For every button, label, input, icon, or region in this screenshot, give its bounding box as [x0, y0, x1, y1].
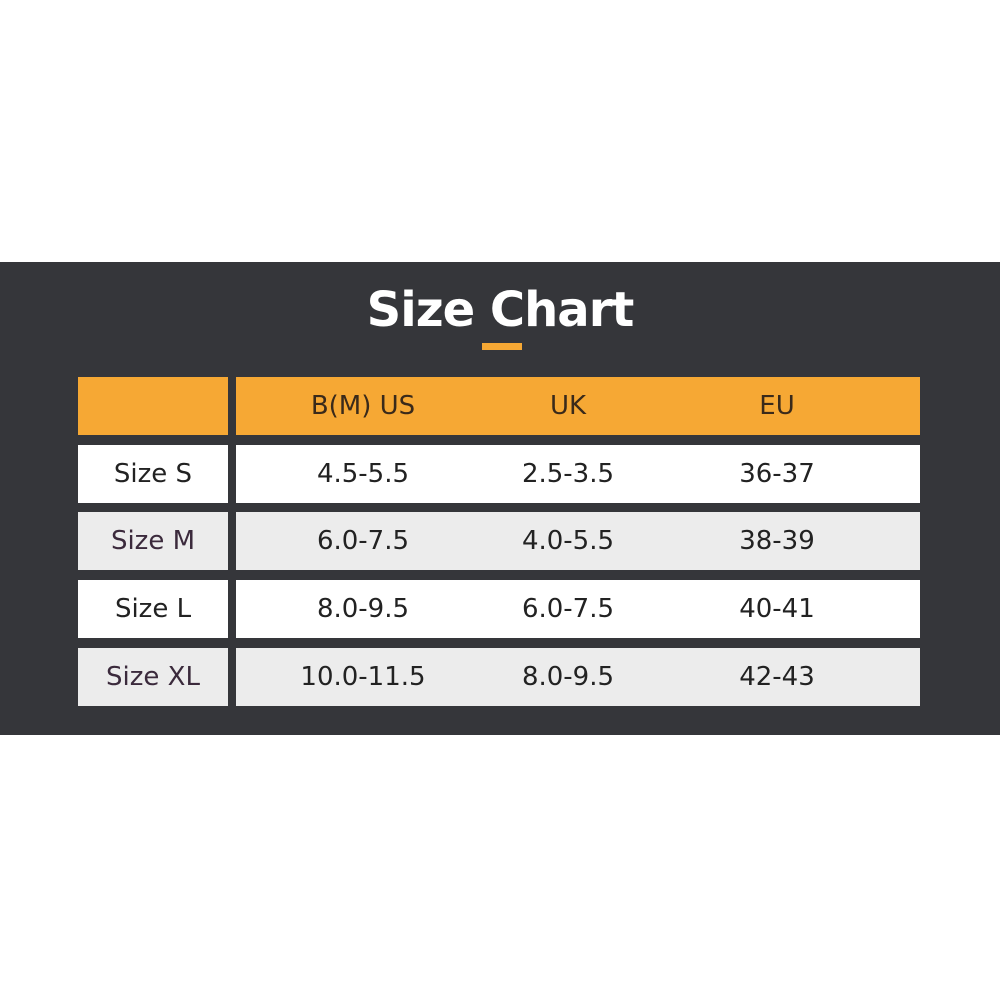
eu-value: 38-39: [739, 526, 815, 556]
us-value: 6.0-7.5: [316, 526, 410, 556]
eu-value: 40-41: [739, 594, 815, 624]
header-uk: UK: [549, 391, 587, 421]
size-label: Size XL: [78, 648, 228, 706]
header-empty-cell: [78, 377, 228, 435]
size-label: Size L: [78, 580, 228, 638]
header-eu: EU: [759, 391, 795, 421]
eu-value: 36-37: [739, 459, 815, 489]
table-row: 6.0-7.5 4.0-5.5 38-39: [236, 512, 920, 570]
uk-value: 2.5-3.5: [521, 459, 615, 489]
size-label: Size M: [78, 512, 228, 570]
header-us: B(M) US: [310, 391, 416, 421]
eu-value: 42-43: [739, 662, 815, 692]
uk-value: 8.0-9.5: [521, 662, 615, 692]
page-title: Size Chart: [366, 282, 635, 338]
table-row: 4.5-5.5 2.5-3.5 36-37: [236, 445, 920, 503]
us-value: 4.5-5.5: [316, 459, 410, 489]
title-underline: [482, 343, 522, 350]
uk-value: 6.0-7.5: [521, 594, 615, 624]
uk-value: 4.0-5.5: [521, 526, 615, 556]
size-label: Size S: [78, 445, 228, 503]
us-value: 8.0-9.5: [316, 594, 410, 624]
header-row: B(M) US UK EU: [236, 377, 920, 435]
table-row: 8.0-9.5 6.0-7.5 40-41: [236, 580, 920, 638]
us-value: 10.0-11.5: [300, 662, 426, 692]
table-row: 10.0-11.5 8.0-9.5 42-43: [236, 648, 920, 706]
